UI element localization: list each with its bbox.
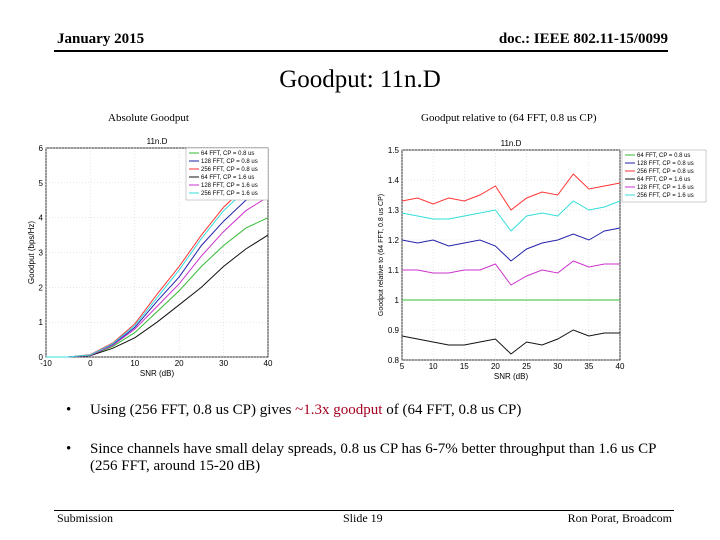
x-tick-label: 30 bbox=[219, 359, 228, 368]
y-tick-label: 5 bbox=[39, 179, 44, 188]
y-tick-label: 1.1 bbox=[388, 266, 400, 275]
chart-right-caption: Goodput relative to (64 FFT, 0.8 us CP) bbox=[421, 112, 597, 124]
legend-label: 64 FFT, CP = 1.6 us bbox=[201, 175, 254, 181]
y-tick-label: 1 bbox=[395, 296, 400, 305]
series-line bbox=[46, 175, 269, 358]
x-tick-label: 5 bbox=[400, 362, 405, 371]
x-axis-label: SNR (dB) bbox=[140, 369, 175, 378]
footer-rule bbox=[54, 510, 674, 511]
x-tick-label: 10 bbox=[130, 359, 139, 368]
legend-box bbox=[621, 149, 707, 203]
legend-label: 128 FFT, CP = 0.8 us bbox=[201, 159, 258, 165]
bullet-1-text: Using (256 FFT, 0.8 us CP) gives ~1.3x g… bbox=[90, 402, 660, 419]
x-tick-label: 25 bbox=[522, 362, 531, 371]
header-date: January 2015 bbox=[57, 31, 145, 47]
header-doc-id: doc.: IEEE 802.11-15/0099 bbox=[498, 31, 668, 47]
series-line bbox=[401, 200, 621, 232]
x-tick-label: 40 bbox=[616, 362, 625, 371]
relative-goodput-chart: 5 10 15 20 25 30 35 40 0.8 0.9 1 1.1 1.2 1.3 1.4 1.5 11n… bbox=[374, 132, 710, 382]
y-tick-label: 2 bbox=[39, 283, 44, 292]
absolute-goodput-chart: -10 0 10 20 30 40 0 1 2 3 4 5 6 11n.D SNR (dB) Goodput … bbox=[26, 128, 276, 388]
header-rule bbox=[54, 50, 668, 52]
footer-submission: Submission bbox=[57, 511, 114, 525]
legend-label: 256 FFT, CP = 0.8 us bbox=[201, 167, 258, 173]
legend-label: 64 FFT, CP = 1.6 us bbox=[637, 177, 690, 183]
y-tick-label: 0 bbox=[39, 353, 44, 362]
x-tick-label: 20 bbox=[175, 359, 184, 368]
legend-label: 128 FFT, CP = 1.6 us bbox=[201, 183, 258, 189]
bullet-2-text: Since channels have small delay spreads,… bbox=[90, 441, 656, 474]
legend-box bbox=[185, 147, 269, 201]
x-tick-label: 40 bbox=[264, 359, 273, 368]
y-tick-label: 4 bbox=[39, 214, 44, 223]
y-axis-label: Goodput (bps/Hz) bbox=[27, 221, 36, 284]
legend-label: 256 FFT, CP = 1.6 us bbox=[201, 191, 258, 197]
chart-title: 11n.D bbox=[147, 137, 168, 146]
bullet-marker: • bbox=[66, 402, 72, 418]
x-axis-label: SNR (dB) bbox=[494, 372, 529, 381]
legend-label: 64 FFT, CP = 0.8 us bbox=[637, 153, 690, 159]
x-tick-label: 15 bbox=[460, 362, 469, 371]
y-axis-label: Goodput relative to (64 FFT, 0.8 us CP) bbox=[378, 194, 385, 316]
x-tick-label: 30 bbox=[553, 362, 562, 371]
series-line bbox=[401, 329, 620, 355]
x-tick-label: 35 bbox=[584, 362, 593, 371]
bullet-marker: • bbox=[66, 441, 72, 457]
bullet-1-after: of (64 FFT, 0.8 us CP) bbox=[382, 402, 522, 418]
x-tick-label: 10 bbox=[429, 362, 438, 371]
series-line bbox=[401, 173, 621, 211]
y-tick-label: 0.9 bbox=[388, 326, 400, 335]
legend-label: 128 FFT, CP = 0.8 us bbox=[637, 161, 694, 167]
chart-left-caption: Absolute Goodput bbox=[108, 112, 189, 124]
y-tick-label: 6 bbox=[39, 144, 44, 153]
chart-title: 11n.D bbox=[501, 139, 522, 148]
y-tick-label: 1 bbox=[39, 318, 44, 327]
y-tick-label: 1.5 bbox=[388, 146, 400, 155]
footer-slide-number: Slide 19 bbox=[343, 511, 383, 525]
legend-label: 256 FFT, CP = 1.6 us bbox=[637, 193, 694, 199]
y-tick-label: 0.8 bbox=[388, 356, 400, 365]
x-tick-label: -10 bbox=[40, 359, 52, 368]
y-tick-label: 1.3 bbox=[388, 206, 400, 215]
slide-title: Goodput: 11n.D bbox=[279, 66, 441, 93]
y-tick-label: 1.2 bbox=[388, 236, 400, 245]
y-tick-label: 1.4 bbox=[388, 176, 400, 185]
x-tick-label: 20 bbox=[491, 362, 500, 371]
bullet-1-before: Using (256 FFT, 0.8 us CP) gives bbox=[90, 402, 296, 418]
legend-label: 64 FFT, CP = 0.8 us bbox=[201, 151, 254, 157]
series-line bbox=[402, 260, 620, 286]
footer-author: Ron Porat, Broadcom bbox=[567, 511, 672, 525]
y-tick-label: 3 bbox=[39, 249, 44, 258]
legend-label: 128 FFT, CP = 1.6 us bbox=[637, 185, 694, 191]
plot-area bbox=[401, 149, 621, 361]
x-tick-label: 0 bbox=[88, 359, 93, 368]
bullet-1-highlight: ~1.3x goodput bbox=[295, 402, 383, 418]
series-line bbox=[401, 227, 621, 262]
legend-label: 256 FFT, CP = 0.8 us bbox=[637, 169, 694, 175]
